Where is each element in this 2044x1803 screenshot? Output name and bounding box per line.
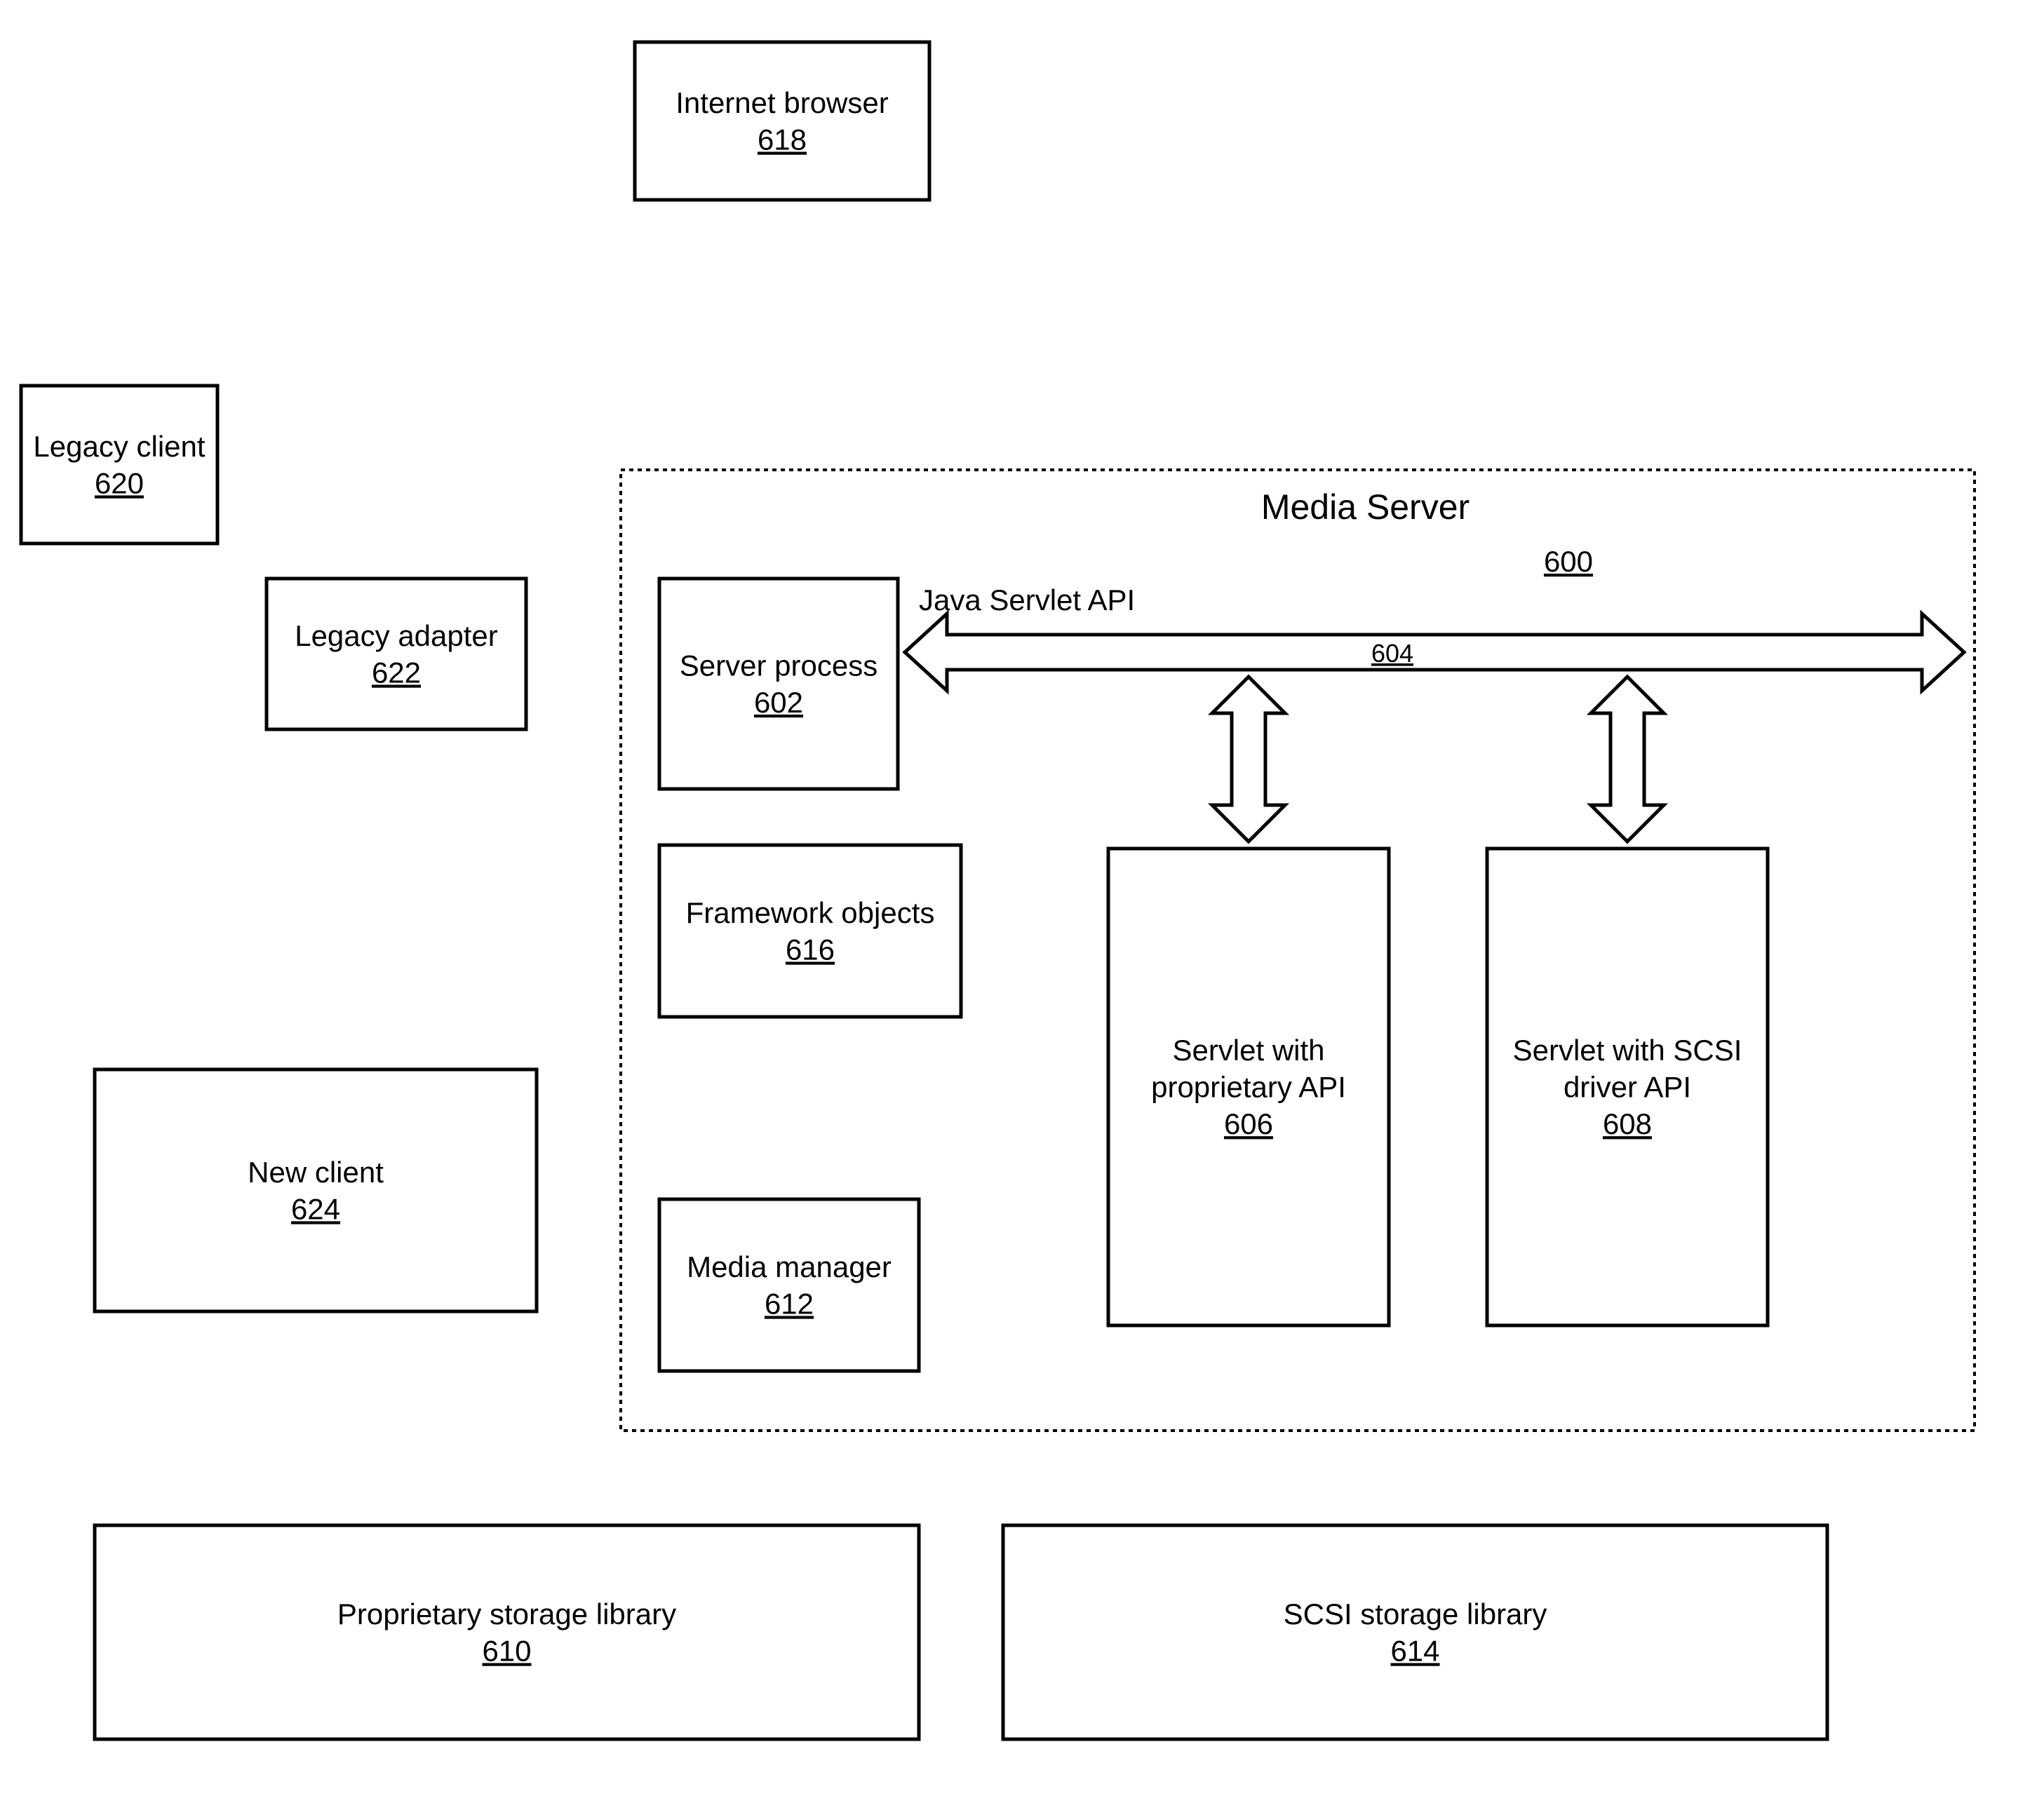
- node-media-manager-line-1: 612: [765, 1287, 814, 1320]
- node-legacy-client: [21, 386, 217, 543]
- node-framework-objects-line-1: 616: [786, 933, 835, 966]
- node-legacy-client-line-1: 620: [95, 466, 144, 499]
- node-servlet-prop-line-0: Servlet with: [1172, 1034, 1324, 1067]
- node-prop-lib-line-1: 610: [482, 1634, 531, 1667]
- node-legacy-adapter: [267, 579, 526, 729]
- vertical-bi-arrow: [1212, 677, 1285, 842]
- node-servlet-prop-line-2: 606: [1224, 1107, 1273, 1140]
- node-servlet-prop-line-1: proprietary API: [1151, 1071, 1346, 1104]
- node-framework-objects-line-0: Framework objects: [686, 896, 935, 929]
- node-legacy-client-line-0: Legacy client: [33, 430, 205, 463]
- java-servlet-api-label: Java Servlet API: [919, 583, 1135, 616]
- vertical-bi-arrow: [1591, 677, 1664, 842]
- node-new-client: [95, 1069, 537, 1311]
- node-server-process-line-1: 602: [754, 686, 803, 719]
- node-internet-browser-line-0: Internet browser: [675, 86, 888, 119]
- node-prop-lib-line-0: Proprietary storage library: [337, 1598, 676, 1630]
- node-scsi-lib: [1003, 1525, 1827, 1739]
- node-scsi-lib-line-0: SCSI storage library: [1284, 1598, 1547, 1630]
- node-scsi-lib-line-1: 614: [1390, 1634, 1439, 1667]
- node-server-process-line-0: Server process: [680, 649, 878, 682]
- node-framework-objects: [659, 845, 961, 1017]
- node-media-manager-line-0: Media manager: [687, 1250, 892, 1283]
- node-internet-browser-line-1: 618: [758, 123, 807, 156]
- java-servlet-api-num: 604: [1371, 639, 1413, 668]
- node-media-manager: [659, 1199, 919, 1371]
- node-server-process: [659, 579, 898, 789]
- node-legacy-adapter-line-0: Legacy adapter: [295, 619, 498, 652]
- node-legacy-adapter-line-1: 622: [372, 656, 421, 689]
- architecture-diagram: Media Server 600 Java Servlet API 604 Intern…: [0, 0, 2044, 1803]
- node-servlet-scsi-line-1: driver API: [1564, 1071, 1691, 1104]
- node-prop-lib: [95, 1525, 919, 1739]
- node-servlet-scsi-line-2: 608: [1603, 1107, 1652, 1140]
- node-internet-browser: [635, 42, 929, 200]
- media-server-num: 600: [1544, 545, 1593, 578]
- media-server-title: Media Server: [1261, 487, 1470, 527]
- node-servlet-scsi-line-0: Servlet with SCSI: [1513, 1034, 1742, 1067]
- node-new-client-line-0: New client: [248, 1156, 384, 1189]
- node-new-client-line-1: 624: [291, 1192, 340, 1225]
- java-servlet-api-arrow: [905, 614, 1964, 691]
